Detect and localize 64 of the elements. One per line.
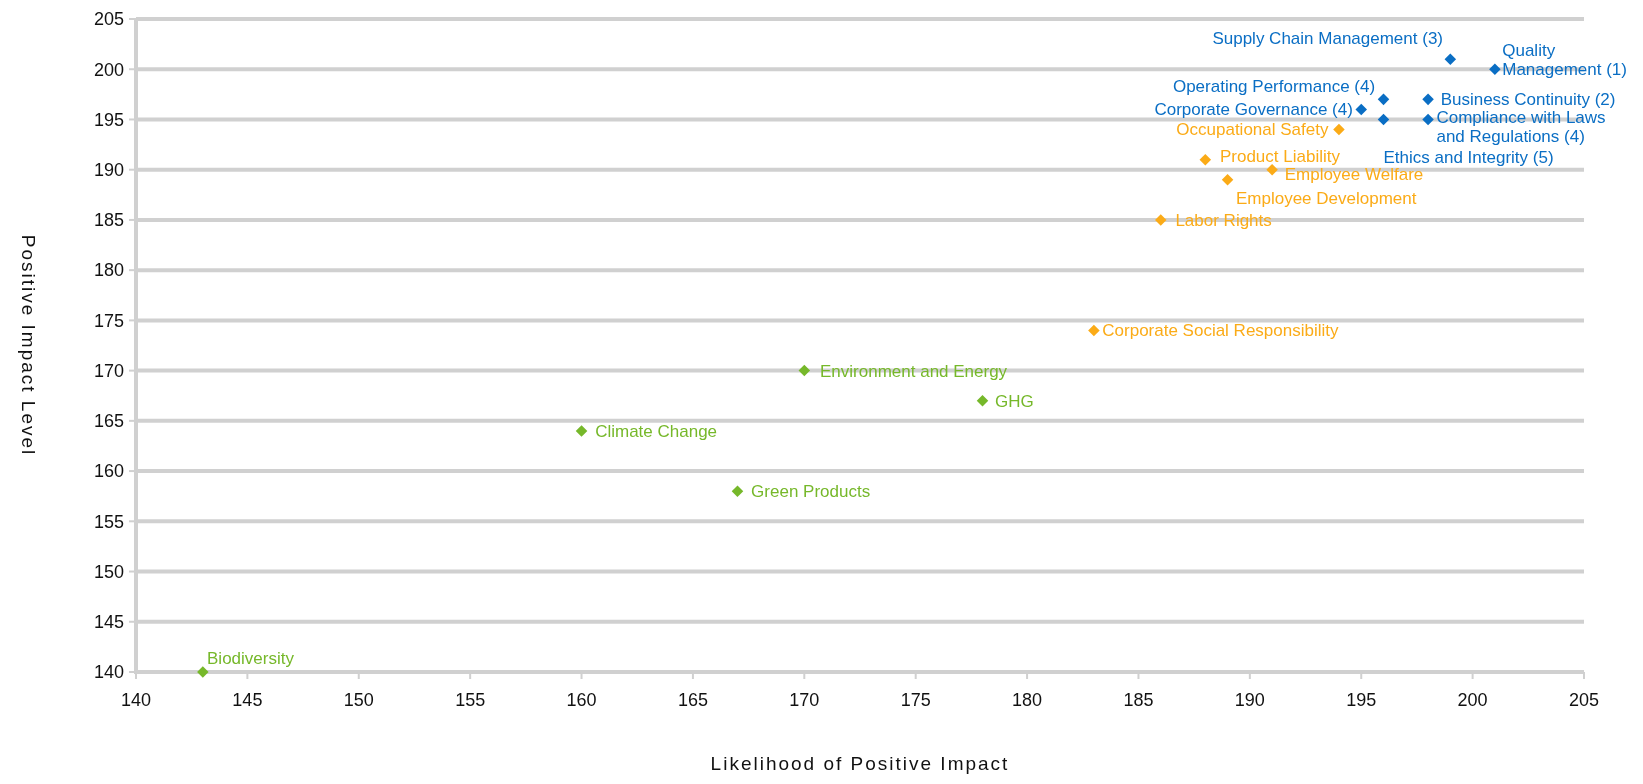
x-tick-label: 155 — [455, 690, 486, 710]
annotation: Quality Management (1) — [1502, 41, 1627, 80]
x-tick-label: 160 — [566, 690, 597, 710]
point — [1422, 93, 1434, 106]
y-tick-label: 200 — [93, 59, 124, 80]
annotation: Operating Performance (4) — [1172, 76, 1376, 96]
y-tick-label: 155 — [93, 511, 124, 532]
point — [1377, 113, 1390, 126]
annotation: GHG — [995, 391, 1034, 411]
y-tick-label: 145 — [93, 612, 124, 633]
x-tick-label: 150 — [343, 690, 374, 710]
y-tick-label: 140 — [93, 662, 124, 683]
x-tick-label: 200 — [1457, 690, 1488, 710]
point — [575, 425, 588, 437]
annotation: Product Liability — [1219, 147, 1341, 167]
point — [197, 666, 209, 678]
annotation: Green Products — [751, 482, 871, 502]
annotation: Corporate Social Responsibility — [1102, 321, 1340, 341]
x-tick-label: 175 — [900, 690, 931, 710]
y-tick-label: 175 — [93, 310, 124, 331]
point — [1266, 163, 1278, 176]
point — [1377, 93, 1390, 106]
point — [1088, 324, 1100, 337]
x-tick-label: 145 — [232, 690, 263, 710]
y-axis-title: Positive Impact Level — [18, 234, 39, 457]
x-axis-title: Likelihood of Positive Impact — [710, 753, 1010, 774]
annotation: Employee Development — [1235, 188, 1417, 208]
annotation: Supply Chain Management (3) — [1212, 29, 1443, 49]
x-tick-label: 170 — [789, 690, 820, 710]
y-tick-label: 195 — [93, 109, 124, 130]
annotation: Environment and Energy — [820, 361, 1008, 381]
point — [731, 485, 744, 497]
y-tick-label: 205 — [93, 9, 124, 30]
x-tick-label: 140 — [120, 690, 152, 710]
point — [1422, 113, 1434, 126]
annotation: Compliance with Laws and Regulations (4) — [1436, 108, 1606, 147]
y-tick-label: 150 — [93, 561, 124, 582]
point — [1355, 103, 1367, 116]
point — [1199, 153, 1212, 166]
point — [1333, 123, 1345, 136]
point — [1444, 53, 1457, 65]
y-tick-label: 185 — [93, 210, 124, 231]
annotation: Business Continuity (2) — [1440, 90, 1616, 110]
annotation: Labor Rights — [1175, 210, 1272, 230]
point — [1154, 214, 1167, 226]
annotation: Biodiversity — [207, 649, 295, 669]
annotation: Occupational Safety — [1176, 120, 1329, 140]
point — [1221, 173, 1234, 186]
y-tick-label: 160 — [93, 461, 124, 482]
point — [798, 364, 811, 377]
annotation: Climate Change — [595, 421, 718, 441]
y-tick-label: 180 — [93, 260, 124, 281]
x-tick-label: 205 — [1568, 690, 1600, 710]
x-tick-label: 165 — [677, 690, 708, 710]
x-tick-label: 190 — [1234, 690, 1265, 710]
x-tick-label: 185 — [1123, 690, 1154, 710]
x-tick-label: 180 — [1012, 690, 1043, 710]
y-tick-label: 170 — [93, 360, 124, 381]
y-tick-label: 165 — [93, 411, 124, 432]
x-tick-label: 195 — [1346, 690, 1377, 710]
annotation: Corporate Governance (4) — [1154, 100, 1353, 120]
y-tick-label: 190 — [93, 159, 124, 180]
point — [976, 395, 989, 407]
point — [1489, 63, 1501, 75]
